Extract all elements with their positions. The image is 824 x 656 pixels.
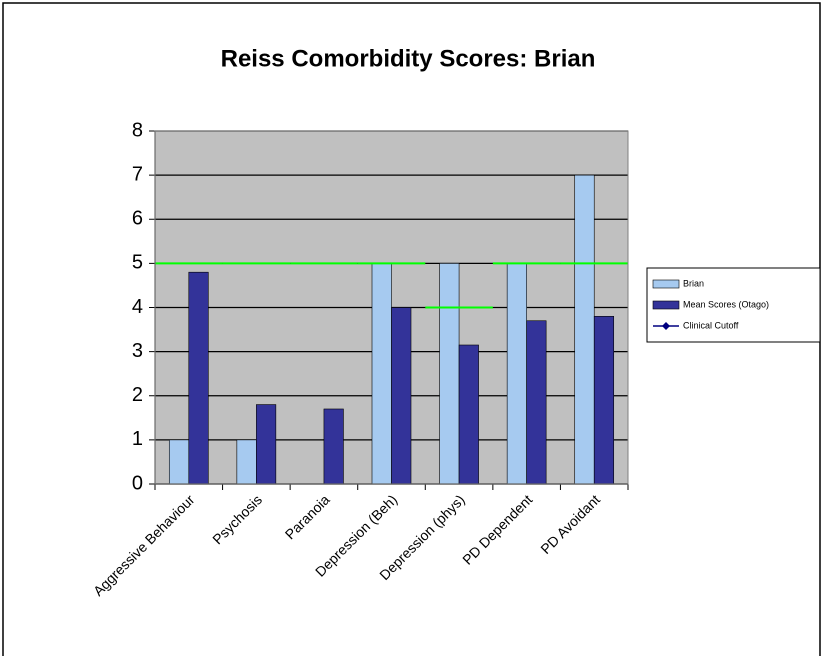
bar: [593, 316, 615, 485]
bar: [391, 307, 412, 485]
bar: [323, 408, 344, 485]
y-tick-label: 0: [132, 472, 143, 494]
bar: [506, 263, 527, 485]
chart-title: Reiss Comorbidity Scores: Brian: [221, 45, 596, 72]
bar: [371, 263, 392, 485]
legend-label: Mean Scores (Otago): [683, 299, 769, 309]
legend-label: Brian: [683, 278, 704, 288]
y-tick-label: 2: [132, 384, 143, 406]
legend-swatch: [652, 300, 680, 310]
bar: [439, 263, 460, 485]
y-tick-label: 1: [132, 428, 143, 450]
y-tick-label: 7: [132, 163, 143, 185]
y-tick-label: 8: [132, 119, 143, 141]
bar: [168, 439, 190, 485]
bar: [236, 439, 257, 485]
y-tick-label: 3: [132, 340, 143, 362]
y-tick-label: 4: [132, 296, 143, 318]
plot-border: [154, 130, 629, 485]
y-tick-label: 6: [132, 208, 143, 230]
legend-label: Clinical Cutoff: [683, 320, 739, 330]
bar: [574, 174, 595, 485]
bar: [256, 404, 277, 485]
bar: [458, 344, 479, 485]
bar: [188, 271, 209, 485]
y-tick-label: 5: [132, 252, 143, 274]
legend-marker: [662, 322, 670, 330]
bar: [526, 320, 547, 485]
legend-swatch: [652, 279, 680, 289]
